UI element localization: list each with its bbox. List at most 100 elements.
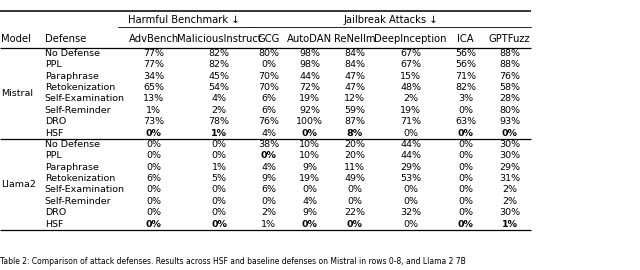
Text: 2%: 2%: [261, 208, 276, 217]
Text: DRO: DRO: [45, 117, 66, 126]
Text: 3%: 3%: [458, 94, 473, 103]
Text: 0%: 0%: [403, 129, 418, 137]
Text: 19%: 19%: [300, 94, 320, 103]
Text: 70%: 70%: [259, 72, 279, 81]
Text: 71%: 71%: [455, 72, 476, 81]
Text: 5%: 5%: [212, 174, 227, 183]
Text: 30%: 30%: [499, 208, 520, 217]
Text: 71%: 71%: [400, 117, 421, 126]
Text: 0%: 0%: [403, 197, 418, 206]
Text: 30%: 30%: [499, 140, 520, 149]
Text: 76%: 76%: [259, 117, 279, 126]
Text: 1%: 1%: [212, 163, 227, 172]
Text: 38%: 38%: [258, 140, 280, 149]
Text: 0%: 0%: [212, 185, 227, 194]
Text: 0%: 0%: [261, 197, 276, 206]
Text: 0%: 0%: [458, 197, 473, 206]
Text: Retokenization: Retokenization: [45, 174, 115, 183]
Text: 56%: 56%: [455, 49, 476, 58]
Text: Paraphrase: Paraphrase: [45, 163, 99, 172]
Text: Defense: Defense: [45, 33, 86, 44]
Text: 82%: 82%: [209, 49, 230, 58]
Text: Retokenization: Retokenization: [45, 83, 115, 92]
Text: 45%: 45%: [209, 72, 230, 81]
Text: 2%: 2%: [403, 94, 418, 103]
Text: 19%: 19%: [400, 106, 421, 115]
Text: 98%: 98%: [300, 49, 320, 58]
Text: 9%: 9%: [302, 208, 317, 217]
Text: 93%: 93%: [499, 117, 520, 126]
Text: 0%: 0%: [302, 185, 317, 194]
Text: 65%: 65%: [143, 83, 164, 92]
Text: 2%: 2%: [212, 106, 227, 115]
Text: Jailbreak Attacks ↓: Jailbreak Attacks ↓: [343, 15, 438, 25]
Text: 82%: 82%: [455, 83, 476, 92]
Text: 63%: 63%: [455, 117, 476, 126]
Text: 0%: 0%: [212, 140, 227, 149]
Text: 1%: 1%: [146, 106, 161, 115]
Text: 13%: 13%: [143, 94, 164, 103]
Text: 0%: 0%: [146, 140, 161, 149]
Text: ReNellm: ReNellm: [334, 33, 375, 44]
Text: ICA: ICA: [458, 33, 474, 44]
Text: Paraphrase: Paraphrase: [45, 72, 99, 81]
Text: Self-Examination: Self-Examination: [45, 94, 125, 103]
Text: 0%: 0%: [146, 129, 161, 137]
Text: 0%: 0%: [458, 140, 473, 149]
Text: 0%: 0%: [211, 220, 227, 228]
Text: 0%: 0%: [146, 151, 161, 160]
Text: 34%: 34%: [143, 72, 164, 81]
Text: 11%: 11%: [344, 163, 365, 172]
Text: 0%: 0%: [302, 220, 317, 228]
Text: 70%: 70%: [259, 83, 279, 92]
Text: 4%: 4%: [261, 163, 276, 172]
Text: Self-Reminder: Self-Reminder: [45, 106, 111, 115]
Text: 0%: 0%: [458, 174, 473, 183]
Text: 0%: 0%: [146, 208, 161, 217]
Text: 2%: 2%: [502, 197, 517, 206]
Text: 82%: 82%: [209, 60, 230, 69]
Text: 4%: 4%: [212, 94, 227, 103]
Text: 6%: 6%: [261, 94, 276, 103]
Text: 0%: 0%: [302, 129, 317, 137]
Text: HSF: HSF: [45, 220, 63, 228]
Text: PPL: PPL: [45, 60, 61, 69]
Text: 0%: 0%: [347, 220, 362, 228]
Text: 9%: 9%: [261, 174, 276, 183]
Text: Llama2: Llama2: [1, 180, 36, 189]
Text: 8%: 8%: [346, 129, 363, 137]
Text: AdvBench: AdvBench: [129, 33, 179, 44]
Text: 0%: 0%: [502, 129, 517, 137]
Text: 10%: 10%: [300, 140, 320, 149]
Text: 0%: 0%: [146, 220, 161, 228]
Text: MaliciousInstruct: MaliciousInstruct: [177, 33, 262, 44]
Text: 1%: 1%: [502, 220, 518, 228]
Text: Self-Examination: Self-Examination: [45, 185, 125, 194]
Text: 4%: 4%: [302, 197, 317, 206]
Text: 10%: 10%: [300, 151, 320, 160]
Text: Mistral: Mistral: [1, 89, 33, 98]
Text: 44%: 44%: [400, 140, 421, 149]
Text: 49%: 49%: [344, 174, 365, 183]
Text: 59%: 59%: [344, 106, 365, 115]
Text: 19%: 19%: [300, 174, 320, 183]
Text: 44%: 44%: [300, 72, 320, 81]
Text: Harmful Benchmark ↓: Harmful Benchmark ↓: [128, 15, 240, 25]
Text: 0%: 0%: [146, 197, 161, 206]
Text: 0%: 0%: [403, 185, 418, 194]
Text: 73%: 73%: [143, 117, 164, 126]
Text: 0%: 0%: [261, 60, 276, 69]
Text: 84%: 84%: [344, 60, 365, 69]
Text: 29%: 29%: [400, 163, 421, 172]
Text: 0%: 0%: [403, 220, 418, 228]
Text: HSF: HSF: [45, 129, 63, 137]
Text: 67%: 67%: [400, 60, 421, 69]
Text: 0%: 0%: [458, 151, 473, 160]
Text: 0%: 0%: [347, 197, 362, 206]
Text: 88%: 88%: [499, 49, 520, 58]
Text: 32%: 32%: [400, 208, 421, 217]
Text: 12%: 12%: [344, 94, 365, 103]
Text: 80%: 80%: [259, 49, 279, 58]
Text: 0%: 0%: [212, 208, 227, 217]
Text: 15%: 15%: [400, 72, 421, 81]
